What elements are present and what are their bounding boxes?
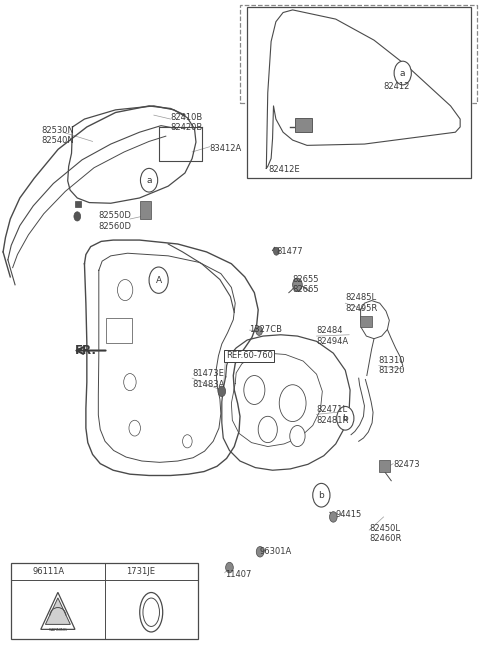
Text: 96111A: 96111A [32, 567, 64, 576]
Circle shape [258, 416, 277, 443]
Circle shape [256, 546, 264, 557]
Text: FR.: FR. [75, 344, 97, 357]
Circle shape [124, 374, 136, 391]
Circle shape [16, 563, 27, 579]
Ellipse shape [140, 592, 163, 632]
Text: 96301A: 96301A [259, 547, 291, 556]
Text: 82471L
82481R: 82471L 82481R [317, 405, 349, 424]
Circle shape [279, 385, 306, 422]
Text: REF.60-760: REF.60-760 [226, 351, 273, 360]
Text: 82410B
82420B: 82410B 82420B [343, 22, 374, 43]
Text: 82412: 82412 [384, 82, 410, 91]
Bar [247, 7, 471, 178]
Text: (ACOUSTIC LAMINATED GLASS): (ACOUSTIC LAMINATED GLASS) [299, 8, 418, 17]
Circle shape [118, 279, 133, 301]
Text: 82655
82665: 82655 82665 [293, 275, 319, 295]
Text: a: a [400, 69, 406, 78]
Bar [75, 200, 81, 207]
Text: b: b [342, 414, 348, 423]
Polygon shape [46, 598, 71, 624]
Ellipse shape [143, 598, 159, 627]
Circle shape [74, 212, 81, 221]
Circle shape [293, 278, 302, 291]
Text: 1731JE: 1731JE [126, 567, 155, 576]
Bar [106, 318, 132, 343]
Text: 82473: 82473 [393, 461, 420, 469]
Bar [379, 460, 390, 472]
Circle shape [394, 61, 411, 85]
Circle shape [313, 484, 330, 507]
Text: a: a [19, 567, 24, 576]
Text: 81477: 81477 [276, 247, 302, 256]
Text: 81473E
81483A: 81473E 81483A [192, 369, 225, 389]
Circle shape [244, 376, 265, 405]
Circle shape [149, 267, 168, 293]
Circle shape [274, 247, 279, 255]
Text: 83412A: 83412A [209, 144, 241, 153]
Text: b: b [319, 491, 324, 500]
Text: 82530N
82540N: 82530N 82540N [41, 126, 74, 145]
Text: WARNING: WARNING [48, 628, 67, 632]
Circle shape [109, 563, 121, 579]
Text: A: A [156, 275, 162, 285]
Circle shape [226, 562, 233, 573]
Circle shape [256, 326, 263, 335]
Polygon shape [41, 592, 75, 629]
Circle shape [290, 426, 305, 447]
Text: 94415: 94415 [336, 511, 362, 519]
Circle shape [129, 420, 141, 436]
Bar [295, 118, 312, 132]
Text: 82412E: 82412E [269, 165, 300, 174]
Bar [240, 5, 477, 103]
Bar [360, 316, 372, 327]
Circle shape [218, 386, 226, 397]
Text: 82550D
82560D: 82550D 82560D [99, 212, 132, 231]
Text: 1327CB: 1327CB [250, 325, 283, 334]
Text: 82450L
82460R: 82450L 82460R [369, 524, 402, 543]
Circle shape [329, 511, 337, 522]
Text: 82410B
82420B: 82410B 82420B [170, 113, 203, 132]
Text: 81310
81320: 81310 81320 [379, 356, 405, 376]
Bar [11, 563, 198, 639]
Circle shape [182, 435, 192, 448]
Circle shape [336, 407, 354, 430]
Text: a: a [146, 176, 152, 185]
Bar [141, 200, 151, 219]
Text: b: b [113, 567, 118, 576]
Circle shape [141, 169, 157, 192]
Text: 82484
82494A: 82484 82494A [317, 326, 348, 346]
Text: 82485L
82495R: 82485L 82495R [345, 293, 378, 313]
Text: 11407: 11407 [225, 569, 251, 579]
